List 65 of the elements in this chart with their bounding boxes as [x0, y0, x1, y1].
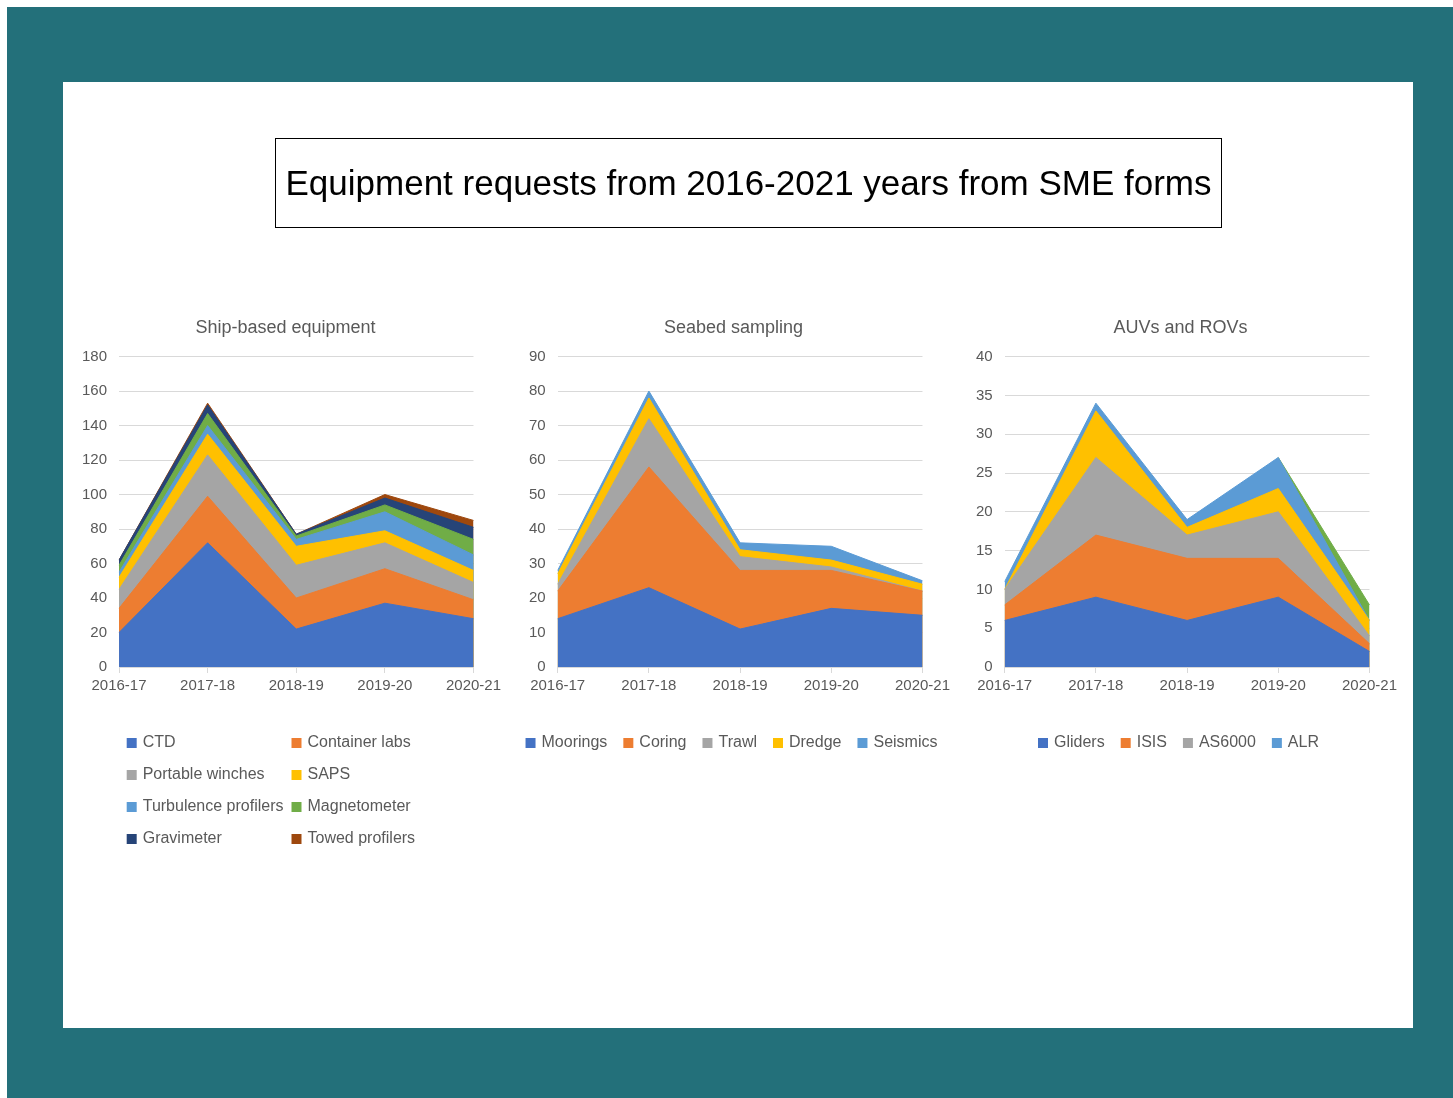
chart-title: AUVs and ROVs: [1113, 316, 1248, 337]
x-tick-label: 2017-18: [180, 676, 236, 694]
y-tick-label: 0: [984, 657, 993, 675]
legend-label: ISIS: [1136, 733, 1167, 751]
y-tick-label: 20: [529, 588, 546, 606]
text: Equipment requests from 2016-2021 years from SME forms: [275, 138, 1222, 228]
legend-label: Gliders: [1054, 733, 1105, 751]
x-tick-label: 2018-19: [1159, 676, 1215, 694]
x-tick-label: 2016-17: [530, 676, 586, 694]
legend-label: Moorings: [541, 733, 608, 751]
chart-title: Ship-based equipment: [195, 316, 376, 337]
chart-title: Seabed sampling: [663, 316, 804, 337]
y-tick-label: 80: [529, 381, 546, 399]
legend-label: Coring: [639, 733, 687, 751]
y-tick-label: 160: [82, 381, 108, 399]
y-tick-label: 100: [82, 484, 108, 502]
legend-label: Towed profilers: [307, 829, 416, 847]
legend-label: Turbulence profilers: [142, 797, 284, 815]
legend-label: ALR: [1287, 733, 1319, 751]
x-tick-label: 2019-20: [357, 676, 413, 694]
y-tick-label: 140: [82, 415, 108, 433]
y-tick-label: 80: [90, 519, 108, 537]
y-tick-label: 50: [529, 484, 546, 502]
y-tick-label: 10: [976, 579, 993, 597]
y-tick-label: 40: [976, 346, 993, 364]
x-tick-label: 2016-17: [977, 676, 1033, 694]
legend-label: Seismics: [873, 733, 938, 751]
x-tick-label: 2017-18: [621, 676, 677, 694]
x-tick-label: 2018-19: [268, 676, 324, 694]
legend-label: Portable winches: [142, 765, 265, 783]
y-tick-label: 180: [82, 346, 108, 364]
y-tick-label: 20: [90, 622, 108, 640]
legend-label: CTD: [142, 733, 176, 751]
y-tick-label: 5: [984, 618, 993, 636]
x-tick-label: 2016-17: [91, 676, 147, 694]
y-tick-label: 120: [82, 450, 108, 468]
x-tick-label: 2018-19: [712, 676, 768, 694]
y-tick-label: 60: [529, 450, 546, 468]
legend-label: Gravimeter: [142, 829, 223, 847]
x-tick-label: 2020-21: [445, 676, 502, 694]
legend-label: Magnetometer: [307, 797, 412, 815]
x-tick-label: 2020-21: [1341, 676, 1398, 694]
legend-label: Container labs: [307, 733, 411, 751]
x-tick-label: 2017-18: [1068, 676, 1124, 694]
y-tick-label: 40: [90, 588, 108, 606]
x-tick-label: 2020-21: [894, 676, 951, 694]
x-tick-label: 2019-20: [803, 676, 859, 694]
legend-label: Dredge: [788, 733, 842, 751]
y-tick-label: 20: [976, 501, 993, 519]
y-tick-label: 35: [976, 385, 993, 403]
y-tick-label: 0: [98, 657, 108, 675]
x-tick-label: 2019-20: [1250, 676, 1306, 694]
y-tick-label: 30: [976, 424, 993, 442]
y-tick-label: 90: [529, 346, 546, 364]
y-tick-label: 10: [529, 622, 546, 640]
legend-label: SAPS: [307, 765, 351, 783]
y-tick-label: 70: [529, 415, 546, 433]
y-tick-label: 30: [529, 553, 546, 571]
y-tick-label: 25: [976, 463, 993, 481]
legend-label: AS6000: [1198, 733, 1256, 751]
y-tick-label: 0: [537, 657, 546, 675]
y-tick-label: 15: [976, 540, 993, 558]
legend-label: Trawl: [718, 733, 757, 751]
y-tick-label: 60: [90, 553, 108, 571]
y-tick-label: 40: [529, 519, 546, 537]
